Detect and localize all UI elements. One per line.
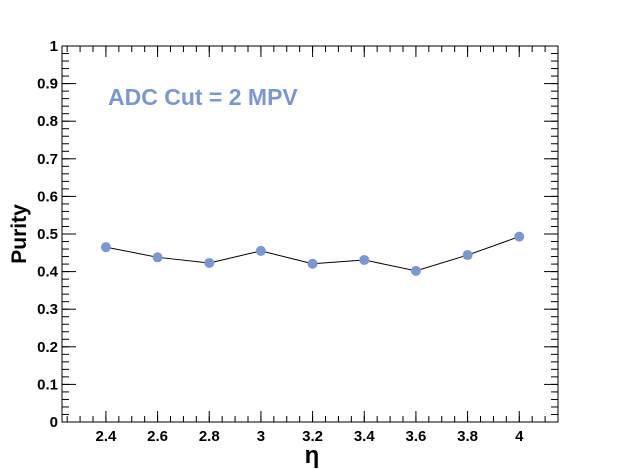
x-tick-label: 4 xyxy=(515,428,524,445)
x-tick-label: 3.4 xyxy=(354,428,376,445)
y-tick-label: 0.1 xyxy=(37,376,58,393)
x-tick-label: 2.4 xyxy=(95,428,117,445)
x-axis-ticks: 2.4 2.6 2.8 3 3.2 3.4 3.6 3.8 4 xyxy=(95,46,524,445)
data-point xyxy=(410,265,421,276)
y-tick-label: 0.8 xyxy=(37,113,58,130)
y-tick-label: 0.2 xyxy=(37,339,58,356)
x-tick-label: 2.8 xyxy=(199,428,220,445)
x-tick-label: 3.8 xyxy=(457,428,478,445)
x-axis-label: η xyxy=(305,442,320,469)
y-tick-label: 1 xyxy=(50,38,58,55)
x-tick-label: 3.6 xyxy=(405,428,426,445)
y-tick-label: 0.5 xyxy=(37,226,58,243)
y-tick-label: 0 xyxy=(50,414,58,431)
x-tick-label: 2.6 xyxy=(147,428,168,445)
data-point xyxy=(462,250,473,261)
data-point xyxy=(514,231,525,242)
data-point xyxy=(152,252,163,263)
annotation-label: ADC Cut = 2 MPV xyxy=(108,84,298,110)
x-tick-label: 3 xyxy=(257,428,265,445)
data-point xyxy=(255,245,266,256)
data-point xyxy=(204,257,215,268)
data-point xyxy=(307,258,318,269)
series-points-group xyxy=(100,231,525,276)
y-tick-label: 0.7 xyxy=(37,151,58,168)
y-tick-label: 0.9 xyxy=(37,76,58,93)
x-tick-label: 3.2 xyxy=(302,428,323,445)
data-point xyxy=(359,254,370,265)
y-tick-label: 0.6 xyxy=(37,188,58,205)
y-axis-label: Purity xyxy=(8,204,31,264)
y-tick-label: 0.3 xyxy=(37,301,58,318)
y-tick-label: 0.4 xyxy=(37,264,59,281)
data-point xyxy=(100,242,111,253)
y-axis-ticks: 0 0.1 0.2 0.3 0.4 0.5 0.6 0.7 0.8 0.9 1 xyxy=(37,38,558,431)
